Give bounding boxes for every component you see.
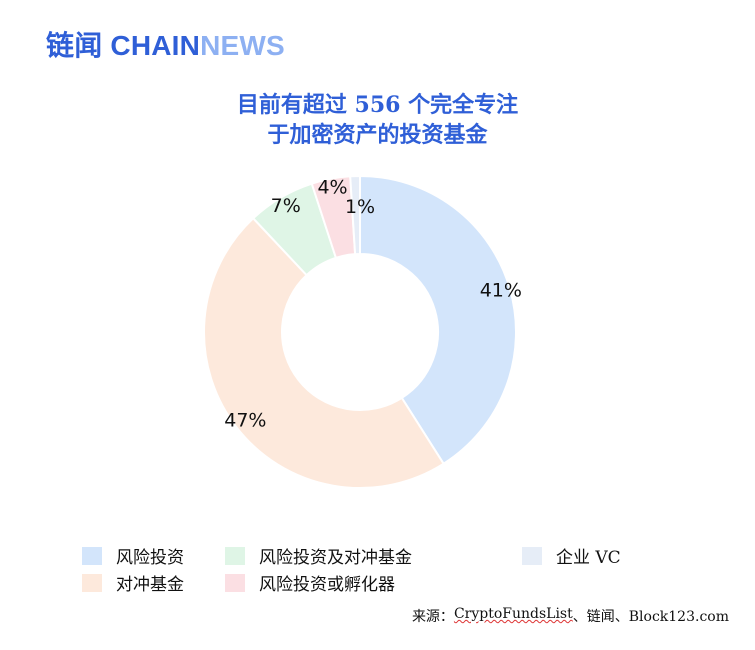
- legend-label-venture-and-hedge: 风险投资及对冲基金: [259, 548, 412, 568]
- legend-item-venture: 风险投资: [82, 543, 184, 568]
- legend-swatch-venture-and-hedge: [225, 546, 245, 565]
- legend-item-corporate-vc: 企业 VC: [522, 543, 621, 568]
- donut-label-hedge: 47%: [224, 409, 266, 431]
- brand-logo: 链闻 CHAIN NEWS: [46, 24, 285, 64]
- donut-chart: 41% 47% 7% 4%1%: [203, 174, 522, 489]
- legend-label-hedge: 对冲基金: [116, 575, 184, 595]
- source-suffix: 、链闻、Block123.com: [572, 609, 729, 625]
- legend-item-hedge: 对冲基金: [82, 570, 184, 595]
- legend-label-venture: 风险投资: [116, 548, 184, 568]
- legend-item-venture-or-incubator: 风险投资或孵化器: [225, 570, 395, 595]
- source-prefix: 来源：: [411, 609, 454, 625]
- legend-label-venture-or-incubator: 风险投资或孵化器: [259, 575, 395, 595]
- donut-label-corporate-vc: 1%: [345, 196, 375, 218]
- donut-label-venture: 41%: [480, 280, 522, 302]
- donut-slice-hedge: [203, 216, 445, 489]
- chart-title-line-1: 目前有超过 556 个完全专注: [236, 92, 519, 118]
- legend-swatch-corporate-vc: [522, 546, 542, 565]
- legend-swatch-venture: [82, 546, 102, 565]
- brand-cn: 链闻: [46, 29, 103, 62]
- chart-title-line-2: 于加密资产的投资基金: [267, 122, 488, 148]
- legend-swatch-hedge: [82, 573, 102, 592]
- brand-chain: CHAIN: [110, 30, 201, 61]
- legend-swatch-venture-or-incubator: [225, 573, 245, 592]
- donut-label-venture-or-incubator: 4%: [317, 176, 347, 198]
- legend-label-corporate-vc: 企业 VC: [556, 548, 621, 568]
- legend-item-venture-and-hedge: 风险投资及对冲基金: [225, 543, 412, 568]
- donut-slice-venture: [359, 174, 517, 466]
- source-link[interactable]: CryptoFundsList: [453, 606, 573, 622]
- donut-slice-corporate-vc: [349, 174, 361, 256]
- source-note: 来源： CryptoFundsList 、链闻、Block123.com: [412, 606, 729, 626]
- donut-label-venture-and-hedge: 7%: [271, 195, 301, 217]
- brand-news: NEWS: [200, 30, 285, 61]
